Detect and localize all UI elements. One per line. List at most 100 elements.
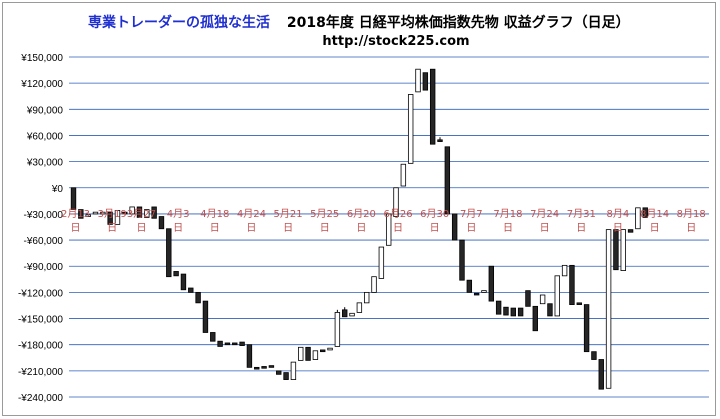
candle-down (70, 187, 77, 210)
x-tick-label: 2月13 (61, 208, 90, 220)
candle-down (532, 305, 538, 332)
candle-up (334, 312, 341, 347)
candle-down (510, 307, 516, 317)
candle-up (290, 361, 297, 380)
candle-up (85, 214, 91, 217)
candle-up (393, 187, 399, 217)
x-tick-label-day: 日 (466, 223, 476, 234)
x-tick-label: 6月20 (347, 208, 376, 220)
candle-up (129, 206, 135, 215)
candle-up (298, 346, 304, 361)
candle-down (122, 211, 128, 215)
candle-down (342, 309, 348, 318)
candle-down (210, 332, 216, 342)
candle-down (136, 206, 143, 218)
chart-main-title: 2018年度 日経平均株価指数先物 収益グラフ（日足） (287, 14, 630, 31)
x-tick-label-day: 日 (576, 223, 586, 234)
candle-down (261, 366, 267, 369)
candle-up (561, 264, 568, 277)
y-tick-label: ¥0 (51, 184, 64, 195)
candle-up (144, 209, 150, 218)
x-tick-label: 7月24 (530, 208, 559, 220)
x-tick-label-day: 日 (173, 223, 183, 234)
x-tick-label: 7月18 (493, 208, 522, 220)
x-tick-label: 5月21 (274, 208, 303, 220)
candle-up (100, 211, 106, 215)
candle-up (415, 68, 421, 93)
candle-down (473, 292, 480, 296)
y-tick-label: ¥120,000 (20, 79, 63, 90)
candle-down (202, 300, 209, 333)
y-tick-label: -¥90,000 (24, 262, 64, 273)
y-tick-label: -¥120,000 (18, 288, 63, 299)
candle-up (356, 302, 363, 313)
candle-down (224, 342, 231, 346)
candle-down (239, 341, 245, 346)
candle-up (635, 207, 641, 230)
candle-up (605, 229, 612, 389)
x-tick-label-day: 日 (686, 223, 696, 234)
x-tick-label-day: 日 (107, 223, 117, 234)
candle-up (92, 211, 99, 215)
x-tick-label-day: 日 (613, 223, 623, 234)
x-tick-label: 7月31 (567, 208, 596, 220)
candle-down (429, 68, 436, 145)
candle-down (627, 229, 634, 233)
candle-down (495, 300, 502, 315)
x-tick-label: 5月25 (310, 208, 339, 220)
candle-down (525, 290, 531, 307)
candle-down (195, 291, 201, 304)
x-tick-label-day: 日 (540, 223, 550, 234)
candle-up (378, 246, 385, 279)
x-tick-label: 8月18 (677, 208, 706, 220)
x-tick-label: 4月18 (200, 208, 229, 220)
candle-down (444, 146, 451, 215)
y-tick-label: -¥210,000 (18, 367, 63, 378)
y-tick-label: ¥60,000 (26, 131, 64, 142)
x-tick-label-day: 日 (246, 223, 256, 234)
y-tick-label: -¥240,000 (18, 393, 63, 404)
x-tick-label: 8月14 (640, 208, 669, 220)
candle-down (598, 359, 604, 390)
x-tick-label: 7月7 (460, 208, 483, 220)
candle-down (576, 302, 582, 305)
candle-down (591, 351, 597, 360)
candle-down (642, 207, 648, 218)
candle-down (320, 349, 326, 353)
candle-down (254, 366, 260, 370)
candle-down (305, 346, 311, 361)
candle-down (151, 206, 157, 219)
y-axis: ¥150,000 ¥120,000 ¥90,000 ¥60,000 ¥30,000 ¥0 -… (18, 53, 63, 404)
x-tick-label-day: 日 (320, 223, 330, 234)
candle-up (400, 163, 407, 187)
blog-title: 専業トレーダーの孤独な生活 (88, 14, 270, 31)
candle-down (583, 304, 590, 353)
candle-up (363, 291, 370, 304)
candle-down (451, 213, 458, 241)
candle-down (276, 370, 282, 375)
x-tick-label: 3月27 (127, 208, 156, 220)
candle-down (459, 239, 465, 281)
chart-svg: 専業トレーダーの孤独な生活 2018年度 日経平均株価指数先物 収益グラフ（日足… (18, 14, 709, 404)
candle-up (481, 290, 487, 293)
candle-down (78, 209, 84, 219)
x-tick-label-day: 日 (136, 223, 146, 234)
candle-up (312, 350, 319, 360)
candle-down (180, 273, 187, 291)
x-tick-label-day: 日 (503, 223, 513, 234)
candle-down (422, 72, 429, 91)
x-tick-label-day: 日 (650, 223, 660, 234)
candle-down (158, 216, 165, 230)
y-tick-label: -¥30,000 (24, 210, 64, 221)
x-tick-label-day: 日 (430, 223, 440, 234)
x-axis: 2月13 日 3月19 日 3月27 日 4月3 日 4月18 日 4月24 日 5月21 日 5月25 日 6… (61, 208, 706, 234)
candle-down (232, 342, 238, 346)
y-tick-label: -¥150,000 (18, 315, 63, 326)
candle-down (503, 306, 509, 316)
x-tick-label: 3月19 (98, 208, 127, 220)
x-tick-label: 4月24 (237, 208, 266, 220)
candle-down (466, 279, 473, 293)
candle-up (539, 294, 546, 305)
x-tick-label-day: 日 (71, 223, 81, 234)
candle-down (173, 271, 179, 277)
